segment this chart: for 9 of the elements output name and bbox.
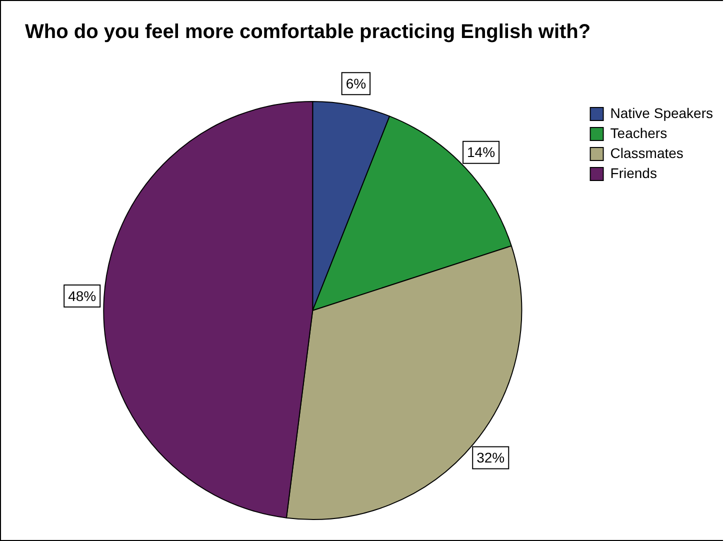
chart-title: Who do you feel more comfortable practicing English with? — [24, 20, 592, 45]
data-label: 14% — [467, 144, 496, 160]
legend-label: Teachers — [610, 124, 668, 141]
data-label: 32% — [476, 450, 505, 466]
data-label: 6% — [346, 75, 366, 92]
data-label: 48% — [68, 288, 96, 304]
legend-label: Friends — [610, 164, 657, 181]
legend-label: Classmates — [610, 144, 684, 161]
legend-label: Native Speakers — [610, 104, 713, 121]
